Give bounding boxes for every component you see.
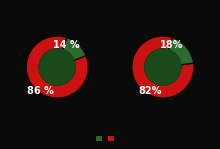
Wedge shape (132, 36, 194, 98)
Wedge shape (63, 38, 86, 60)
Circle shape (145, 49, 181, 85)
Text: 14 %: 14 % (53, 40, 79, 50)
Wedge shape (168, 38, 194, 65)
Circle shape (39, 49, 75, 85)
Text: 86 %: 86 % (27, 86, 53, 96)
Text: 18%: 18% (160, 40, 184, 50)
Text: 82%: 82% (138, 86, 161, 96)
Wedge shape (26, 36, 88, 98)
